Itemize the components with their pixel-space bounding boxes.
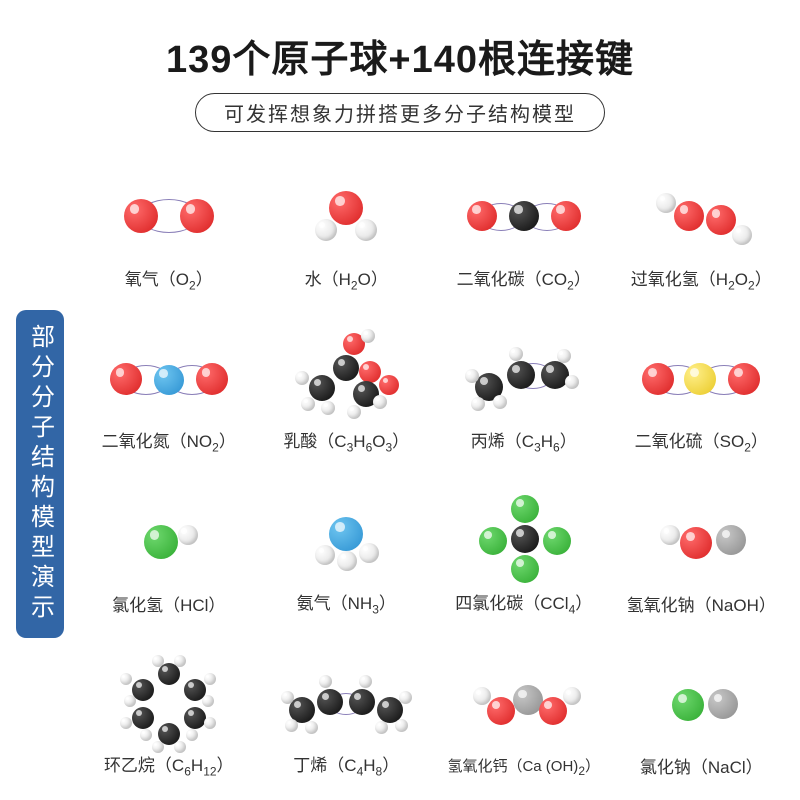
molecule-label: 氯化氢（HCl） [112,591,225,616]
sidebar-label: 部分分子结构模型演示 [23,324,58,624]
molecule-label: 过氧化氢（H2O2） [631,265,772,292]
molecule-h2o: 水（H2O） [258,138,436,300]
molecule-diagram [94,325,244,425]
subtitle-text: 可发挥想象力拼搭更多分子结构模型 [224,98,576,127]
main-title: 139个原子球+140根连接键 [0,28,800,83]
molecule-diagram [626,489,776,589]
molecule-label: 氢氧化钙（Ca (OH)2） [447,755,600,778]
molecule-label: 环乙烷（C6H12） [104,751,234,778]
molecule-so2: 二氧化硫（SO2） [613,300,791,462]
molecule-cyclohexane: 环乙烷（C6H12） [80,624,258,786]
molecule-diagram [449,325,599,425]
molecule-caoh2: 氢氧化钙（Ca (OH)2） [435,624,613,786]
molecule-nacl: 氯化钠（NaCl） [613,624,791,786]
molecule-co2: 二氧化碳（CO2） [435,138,613,300]
molecule-naoh: 氢氧化钠（NaOH） [613,462,791,624]
molecule-diagram [449,487,599,587]
molecule-label: 二氧化氮（NO2） [102,427,236,454]
molecule-nh3: 氨气（NH3） [258,462,436,624]
molecule-label: 四氯化碳（CCl4） [455,589,592,616]
molecule-diagram [94,489,244,589]
molecule-grid: 氧气（O2） 水（H2O） 二氧化碳（CO2） 过氧化氢（H2O2） [80,138,790,786]
molecule-diagram [449,163,599,263]
molecule-hcl: 氯化氢（HCl） [80,462,258,624]
molecule-butene: 丁烯（C4H8） [258,624,436,786]
molecule-label: 水（H2O） [305,265,388,292]
sidebar-badge: 部分分子结构模型演示 [16,310,64,638]
molecule-diagram [271,487,421,587]
molecule-label: 氨气（NH3） [297,589,396,616]
molecule-no2: 二氧化氮（NO2） [80,300,258,462]
molecule-lactic-acid: 乳酸（C3H6O3） [258,300,436,462]
molecule-diagram [271,649,421,749]
molecule-diagram [271,325,421,425]
molecule-diagram [626,651,776,751]
molecule-label: 丁烯（C4H8） [293,751,399,778]
molecule-propene: 丙烯（C3H6） [435,300,613,462]
molecule-o2: 氧气（O2） [80,138,258,300]
molecule-ccl4: 四氯化碳（CCl4） [435,462,613,624]
header: 139个原子球+140根连接键 可发挥想象力拼搭更多分子结构模型 [0,0,800,132]
molecule-label: 乳酸（C3H6O3） [283,427,409,454]
molecule-h2o2: 过氧化氢（H2O2） [613,138,791,300]
molecule-diagram [626,163,776,263]
molecule-label: 二氧化硫（SO2） [635,427,768,454]
molecule-diagram [449,653,599,753]
subtitle-pill: 可发挥想象力拼搭更多分子结构模型 [195,93,605,132]
molecule-label: 氢氧化钠（NaOH） [627,591,776,616]
molecule-diagram [271,163,421,263]
molecule-label: 氯化钠（NaCl） [640,753,763,778]
molecule-diagram [626,325,776,425]
molecule-label: 氧气（O2） [125,265,213,292]
molecule-diagram [94,649,244,749]
molecule-label: 二氧化碳（CO2） [457,265,591,292]
molecule-diagram [94,163,244,263]
molecule-label: 丙烯（C3H6） [471,427,577,454]
